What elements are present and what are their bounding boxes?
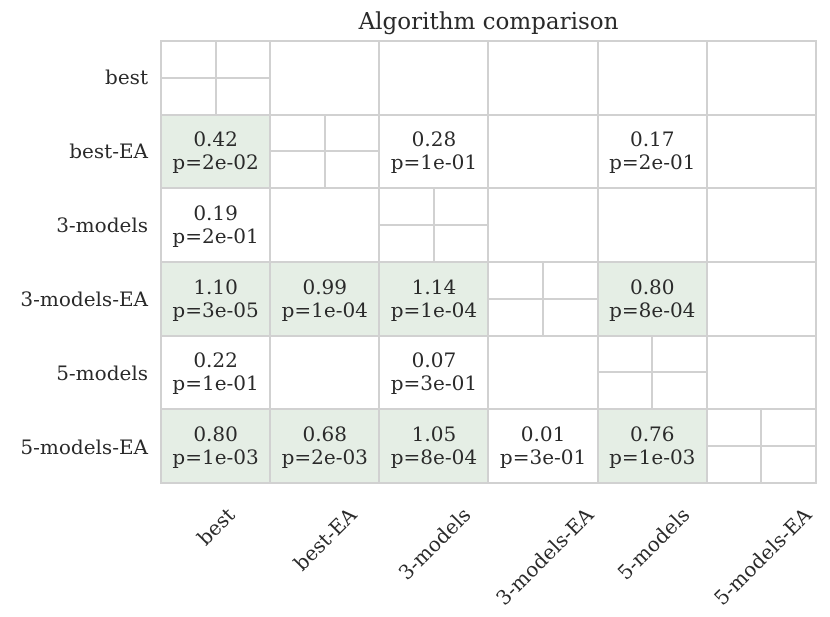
effect-size: 0.42 [193,127,238,152]
p-value: p=8e-04 [390,445,478,470]
matrix-cell-empty [489,115,597,188]
matrix-cell-value: 0.28 p=1e-01 [380,115,488,188]
matrix-cell-empty [707,42,815,114]
matrix-cell-value: 0.42 p=2e-02 [162,115,270,188]
matrix-cell-diagonal [162,42,270,114]
matrix-cell-empty [271,42,379,114]
matrix-cell-value: 0.07 p=3e-01 [380,336,488,409]
matrix-cell-empty [489,189,597,261]
effect-size: 1.10 [193,274,238,299]
row-label-5-models-ea: 5-models-EA [20,435,148,459]
matrix-cell-value: 0.17 p=2e-01 [598,115,706,188]
effect-size: 0.80 [193,422,238,447]
effect-size: 0.17 [629,127,675,152]
matrix-cell-value: 0.22 p=1e-01 [162,336,270,409]
p-value: p=1e-01 [390,150,478,175]
matrix-cell-diagonal [489,262,597,335]
effect-size: 1.05 [411,422,457,447]
p-value: p=1e-04 [390,297,478,322]
matrix-cell-empty [598,42,706,114]
matrix-cell-empty [707,262,815,335]
effect-size: 0.19 [193,201,238,226]
effect-size: 0.07 [411,348,457,373]
p-value: p=2e-03 [281,445,368,470]
p-value: p=3e-01 [390,371,478,396]
matrix-cell-empty [489,42,597,114]
p-value: p=1e-04 [281,297,368,322]
effect-size: 1.14 [411,274,457,299]
effect-size: 0.01 [520,422,566,447]
row-label-5-models: 5-models [56,361,148,385]
row-label-3-models: 3-models [56,213,148,237]
matrix-cell-empty [380,42,488,114]
effect-size: 0.99 [302,274,347,299]
matrix-cell-value: 0.80 p=8e-04 [598,262,706,335]
p-value: p=1e-01 [172,371,259,396]
matrix-cell-empty [489,336,597,409]
p-value: p=8e-04 [609,297,696,322]
matrix-cell-value: 0.99 p=1e-04 [271,262,379,335]
matrix-cell-value: 0.01 p=3e-01 [489,410,597,482]
row-label-best: best [105,65,148,89]
matrix-cell-empty [707,336,815,409]
matrix-cell-value: 0.76 p=1e-03 [598,410,706,482]
matrix-cell-diagonal [271,115,379,188]
matrix-cell-value: 0.80 p=1e-03 [162,410,270,482]
chart-title: Algorithm comparison [358,9,619,35]
p-value: p=2e-02 [172,150,259,175]
effect-size: 0.28 [411,127,457,152]
p-value: p=3e-01 [499,445,587,470]
p-value: p=3e-05 [172,297,259,322]
matrix-cell-value: 0.68 p=2e-03 [271,410,379,482]
matrix-cell-value: 0.19 p=2e-01 [162,189,270,261]
row-label-3-models-ea: 3-models-EA [20,287,148,311]
p-value: p=2e-01 [609,150,696,175]
matrix-cell-empty [598,189,706,261]
matrix-cell-empty [707,189,815,261]
p-value: p=2e-01 [172,224,259,249]
matrix-cell-value: 1.14 p=1e-04 [380,262,488,335]
matrix-cell-value: 1.10 p=3e-05 [162,262,270,335]
matrix-cell-empty [271,189,379,261]
p-value: p=1e-03 [172,445,259,470]
p-value: p=1e-03 [609,445,696,470]
matrix-cell-empty [707,115,815,188]
matrix-cell-diagonal [707,410,816,482]
matrix-cell-diagonal [598,336,707,409]
row-label-best-ea: best-EA [69,139,148,163]
matrix-cell-value: 1.05 p=8e-04 [380,410,488,482]
effect-size: 0.76 [629,422,675,447]
effect-size: 0.68 [302,422,347,447]
matrix-cell-diagonal [380,189,488,261]
matrix-cell-empty [271,336,379,409]
comparison-matrix: 0.42 p=2e-02 0.28 p=1e-01 0.17 p=2e-01 0… [160,40,817,484]
effect-size: 0.80 [629,274,675,299]
effect-size: 0.22 [193,348,238,373]
